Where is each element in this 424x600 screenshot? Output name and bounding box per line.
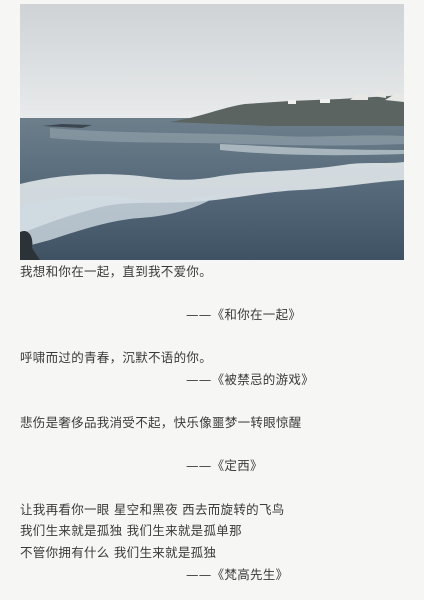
- quote-line: 让我再看你一眼 星空和黑夜 西去而旋转的飞鸟: [20, 502, 285, 517]
- quote-source: ——《定西》: [186, 458, 263, 473]
- quote-line: 悲伤是奢侈品我消受不起，快乐像噩梦一转眼惊醒: [20, 415, 302, 430]
- quote-line: 呼啸而过的青春，沉默不语的你。: [20, 350, 213, 365]
- quote-source: ——《和你在一起》: [186, 307, 302, 322]
- quote-source: ——《被禁忌的游戏》: [186, 372, 315, 387]
- quote-line: 不管你拥有什么 我们生来就是孤独: [20, 545, 217, 560]
- quote-line: 我想和你在一起，直到我不爱你。: [20, 264, 213, 279]
- quote-source: ——《梵高先生》: [186, 567, 289, 582]
- quote-line: 我们生来就是孤独 我们生来就是孤单那: [20, 523, 242, 538]
- seascape-photo: [20, 4, 404, 260]
